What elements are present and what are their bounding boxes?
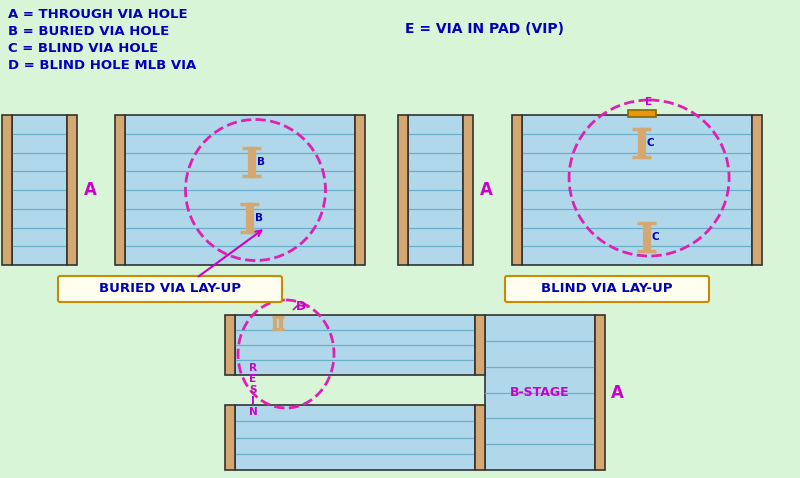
Bar (235, 315, 475, 375)
Bar (408, 115, 463, 265)
Bar (125, 115, 355, 265)
Text: A: A (479, 181, 493, 199)
Text: B = BURIED VIA HOLE: B = BURIED VIA HOLE (8, 25, 170, 38)
Text: B: B (258, 157, 266, 167)
Bar (115, 115, 125, 265)
Text: B-STAGE: B-STAGE (510, 386, 570, 399)
Text: C: C (651, 232, 659, 242)
Text: A = THROUGH VIA HOLE: A = THROUGH VIA HOLE (8, 8, 188, 21)
Bar (475, 405, 485, 470)
Bar (2, 115, 12, 265)
Bar (225, 315, 235, 375)
Bar (595, 315, 605, 470)
Text: E: E (645, 97, 652, 107)
Text: A: A (610, 383, 623, 402)
Bar (398, 115, 408, 265)
Bar (67, 115, 77, 265)
Bar (628, 110, 656, 117)
Text: D: D (296, 301, 306, 314)
FancyBboxPatch shape (58, 276, 282, 302)
Bar (355, 115, 365, 265)
Bar (485, 315, 595, 470)
Bar (12, 115, 67, 265)
Bar (512, 115, 522, 265)
Text: C: C (646, 138, 654, 148)
Text: E = VIA IN PAD (VIP): E = VIA IN PAD (VIP) (405, 22, 564, 36)
FancyBboxPatch shape (505, 276, 709, 302)
Text: C = BLIND VIA HOLE: C = BLIND VIA HOLE (8, 42, 158, 55)
Bar (463, 115, 473, 265)
Bar (225, 405, 235, 470)
Bar (752, 115, 762, 265)
Bar (522, 115, 752, 265)
Text: R
E
S
I
N: R E S I N (249, 363, 258, 417)
Text: A: A (83, 181, 97, 199)
Text: BURIED VIA LAY-UP: BURIED VIA LAY-UP (99, 282, 241, 295)
Text: D = BLIND HOLE MLB VIA: D = BLIND HOLE MLB VIA (8, 59, 196, 72)
Text: B: B (255, 213, 263, 223)
Bar (235, 405, 475, 470)
Text: BLIND VIA LAY-UP: BLIND VIA LAY-UP (542, 282, 673, 295)
Bar (475, 315, 485, 375)
